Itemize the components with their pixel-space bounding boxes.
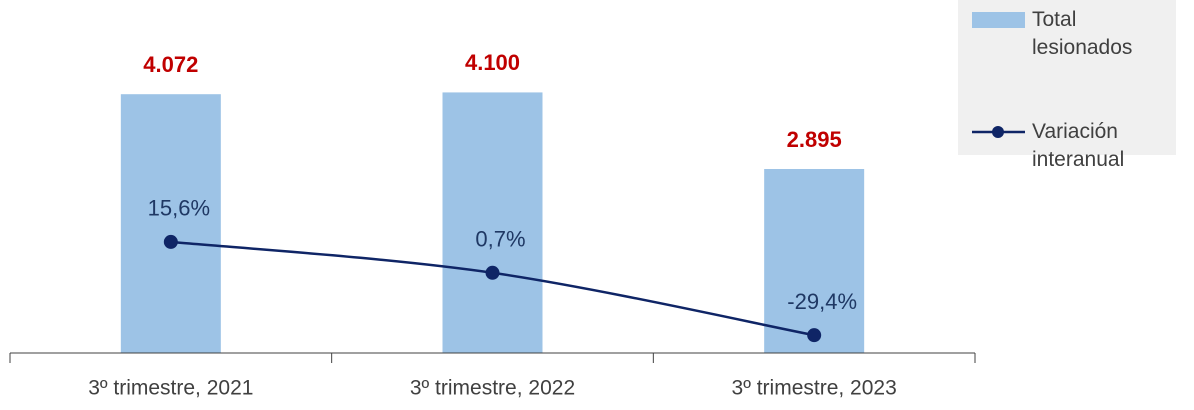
line-value-label: 15,6% xyxy=(148,196,210,221)
legend-marker xyxy=(992,126,1004,138)
x-tick-label: 3º trimestre, 2022 xyxy=(410,377,575,400)
line-marker xyxy=(164,235,178,249)
line-value-label: 0,7% xyxy=(475,227,525,252)
x-tick-label: 3º trimestre, 2023 xyxy=(732,377,897,400)
x-tick-label: 3º trimestre, 2021 xyxy=(88,377,253,400)
legend: Total lesionados Variación interanual xyxy=(958,0,1176,155)
legend-label: Total lesionados xyxy=(1032,6,1172,62)
bar xyxy=(764,169,864,353)
bar-value-label: 4.100 xyxy=(465,50,520,75)
legend-symbols xyxy=(958,0,1032,155)
line-value-label: -29,4% xyxy=(787,289,857,314)
bar-value-label: 4.072 xyxy=(143,52,198,77)
page: 4.072 4.100 2.895 3º trimestre, 2021 3º trim… xyxy=(0,0,1194,410)
line-marker xyxy=(486,266,500,280)
bar xyxy=(121,94,221,353)
bar-value-label: 2.895 xyxy=(787,127,842,152)
line-marker xyxy=(807,328,821,342)
legend-swatch xyxy=(972,12,1025,28)
bar xyxy=(443,92,543,353)
legend-label: Variación interanual xyxy=(1032,118,1172,174)
